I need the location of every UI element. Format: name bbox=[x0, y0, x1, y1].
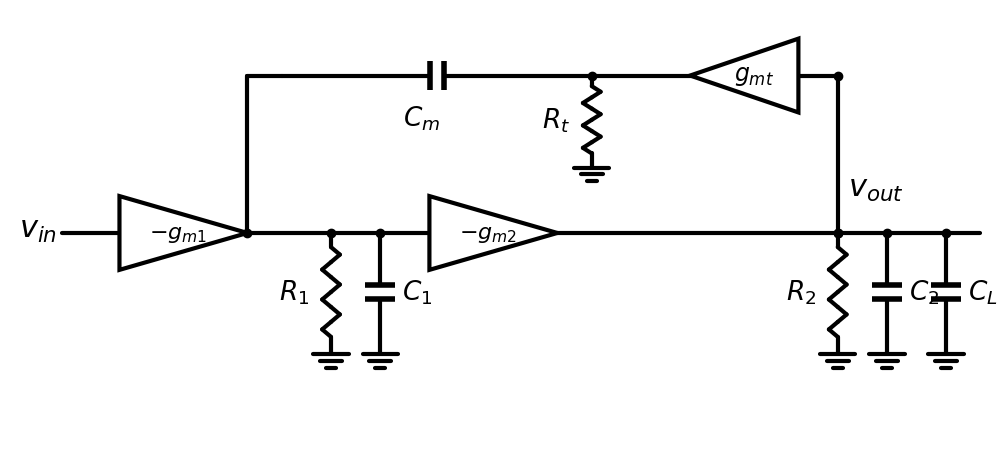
Text: $R_t$: $R_t$ bbox=[542, 106, 570, 135]
Text: $-g_{m1}$: $-g_{m1}$ bbox=[149, 223, 208, 244]
Text: $v_{in}$: $v_{in}$ bbox=[19, 213, 57, 244]
Polygon shape bbox=[690, 39, 798, 113]
Polygon shape bbox=[119, 197, 247, 270]
Text: $R_2$: $R_2$ bbox=[786, 278, 816, 307]
Text: $-g_{m2}$: $-g_{m2}$ bbox=[459, 223, 518, 244]
Text: $C_1$: $C_1$ bbox=[402, 278, 432, 307]
Text: $C_m$: $C_m$ bbox=[403, 104, 441, 132]
Text: $v_{out}$: $v_{out}$ bbox=[848, 173, 903, 204]
Polygon shape bbox=[429, 197, 557, 270]
Text: $C_L$: $C_L$ bbox=[968, 278, 997, 307]
Text: $C_2$: $C_2$ bbox=[909, 278, 939, 307]
Text: $R_1$: $R_1$ bbox=[279, 278, 309, 307]
Text: $g_{mt}$: $g_{mt}$ bbox=[734, 65, 774, 88]
